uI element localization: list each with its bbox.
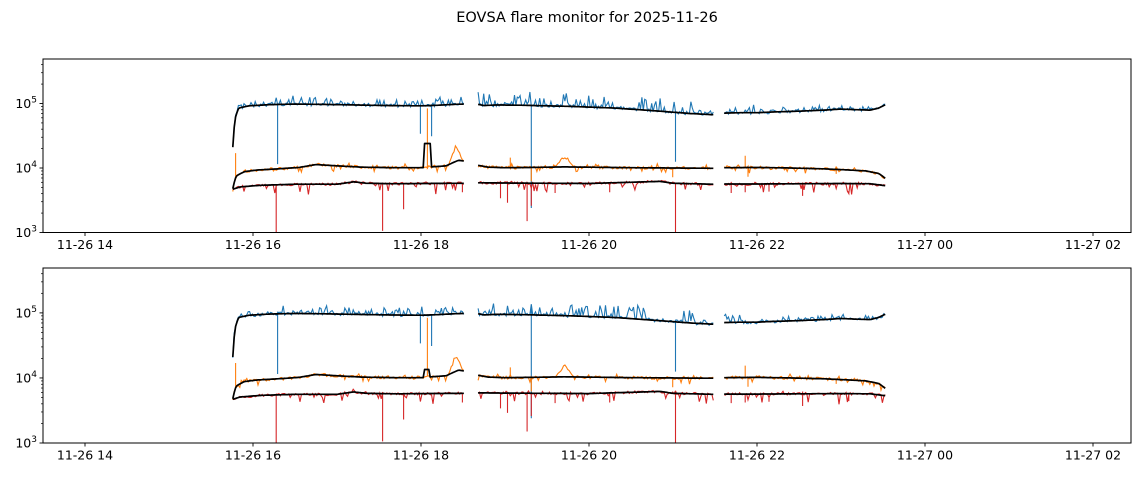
axes-border — [42, 267, 1132, 444]
x-tick-label: 11-26 16 — [225, 448, 281, 463]
x-tick-label: 11-26 22 — [729, 448, 785, 463]
x-tick-label: 11-26 18 — [393, 448, 449, 463]
axes-border — [42, 58, 1132, 233]
y-tick-label: 103 — [15, 435, 37, 451]
orange-median-path — [231, 368, 886, 399]
x-tick-label: 11-26 20 — [561, 448, 617, 463]
orange-series-path — [232, 108, 886, 192]
red-median-path — [232, 180, 886, 191]
red-series-path — [232, 388, 886, 443]
orange-series-path — [232, 317, 886, 400]
y-tick-label: 104 — [15, 160, 37, 176]
y-tick-label: 103 — [15, 225, 37, 241]
blue-series-path — [232, 91, 886, 208]
y-tick-label: 105 — [15, 96, 37, 112]
x-tick-label: 11-26 22 — [729, 237, 785, 252]
figure-title: EOVSA flare monitor for 2025-11-26 — [456, 10, 718, 26]
x-tick-label: 11-26 20 — [561, 237, 617, 252]
x-tick-label: 11-27 00 — [897, 448, 953, 463]
blue-median-path — [231, 312, 886, 358]
y-tick-label: 104 — [15, 370, 37, 386]
x-tick-label: 11-27 02 — [1065, 448, 1121, 463]
red-median-path — [232, 390, 886, 401]
y-tick-label: 105 — [15, 305, 37, 321]
bottom-panel: 11-26 14 11-26 16 11-26 18 11-26 20 11-26 22… — [15, 267, 1132, 463]
x-tick-label: 11-26 16 — [225, 237, 281, 252]
top-panel: 11-26 14 11-26 16 11-26 18 11-26 20 11-26 22… — [15, 58, 1132, 252]
x-tick-label: 11-26 14 — [57, 448, 113, 463]
blue-median-path — [231, 103, 886, 148]
x-tick-label: 11-27 00 — [897, 237, 953, 252]
x-tick-label: 11-27 02 — [1065, 237, 1121, 252]
orange-median-path — [231, 142, 886, 189]
x-tick-label: 11-26 14 — [57, 237, 113, 252]
red-series-path — [232, 179, 886, 233]
x-tick-label: 11-26 18 — [393, 237, 449, 252]
